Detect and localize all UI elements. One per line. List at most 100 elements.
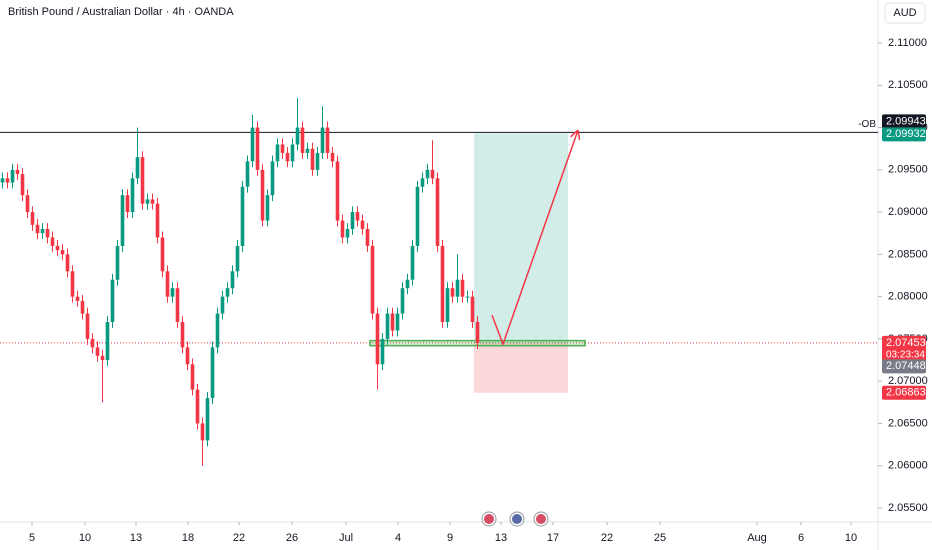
candle-body bbox=[220, 296, 225, 314]
candle-body bbox=[155, 203, 160, 238]
x-tick-label: 17 bbox=[547, 532, 559, 544]
candle-body bbox=[120, 195, 125, 246]
candle-body bbox=[265, 195, 270, 221]
candle-body bbox=[40, 229, 45, 234]
candle-body bbox=[375, 313, 380, 365]
y-tick-label: 2.05500 bbox=[888, 502, 928, 514]
x-tick-label: 18 bbox=[182, 532, 194, 544]
x-tick-label: 22 bbox=[233, 532, 245, 544]
candle-body bbox=[415, 186, 420, 246]
candle-body bbox=[445, 288, 450, 323]
candle-body bbox=[0, 178, 5, 183]
candle-body bbox=[340, 220, 345, 238]
x-tick-label: 13 bbox=[130, 532, 142, 544]
candle-body bbox=[405, 279, 410, 289]
x-tick-label: 4 bbox=[395, 532, 401, 544]
stop-tag-label: 2.06863 bbox=[886, 387, 926, 399]
y-tick-label: 2.09500 bbox=[888, 164, 928, 176]
candle-body bbox=[240, 186, 245, 246]
level-tag-label: 2.09943 bbox=[886, 115, 926, 127]
x-tick-label: 6 bbox=[798, 532, 804, 544]
bid-tag bbox=[882, 359, 926, 374]
candle-body bbox=[370, 245, 375, 314]
candle-body bbox=[355, 212, 360, 221]
candle-body bbox=[430, 169, 435, 179]
chart-title: British Pound / Australian Dollar · 4h ·… bbox=[8, 6, 234, 18]
candle-body bbox=[180, 322, 185, 348]
candle-body bbox=[130, 178, 135, 213]
target-tag-label: 2.09932 bbox=[886, 128, 926, 140]
candle-body bbox=[295, 127, 300, 145]
event-flag bbox=[536, 514, 546, 524]
candle-body bbox=[440, 245, 445, 323]
candle-body bbox=[75, 296, 80, 301]
level-tag bbox=[882, 114, 926, 129]
level-label: -OB bbox=[858, 119, 876, 130]
candle-body bbox=[20, 174, 25, 196]
candle-body bbox=[110, 279, 115, 323]
candle-body bbox=[455, 279, 460, 297]
candle-body bbox=[425, 169, 430, 179]
candle-body bbox=[85, 313, 90, 339]
x-tick-label: 10 bbox=[845, 532, 857, 544]
candle-body bbox=[475, 322, 480, 343]
candle-body bbox=[310, 148, 315, 170]
bid-tag-label: 2.07448 bbox=[886, 360, 926, 372]
y-tick-label: 2.10500 bbox=[888, 79, 928, 91]
x-tick-label: 5 bbox=[29, 532, 35, 544]
y-tick-label: 2.08500 bbox=[888, 248, 928, 260]
candle-body bbox=[55, 245, 60, 251]
candle-body bbox=[450, 288, 455, 297]
target-zone bbox=[474, 133, 568, 344]
candle-body bbox=[5, 178, 10, 183]
candle-body bbox=[470, 296, 475, 323]
candle-body bbox=[185, 347, 190, 365]
candle-body bbox=[25, 195, 30, 213]
countdown-label: 03:23:34 bbox=[886, 350, 925, 361]
candle-body bbox=[290, 144, 295, 162]
candle-body bbox=[350, 212, 355, 230]
candle-body bbox=[315, 152, 320, 170]
candle-body bbox=[280, 144, 285, 153]
event-flag bbox=[512, 514, 522, 524]
last-price-tag bbox=[882, 335, 926, 350]
candle-body bbox=[365, 229, 370, 246]
candle-body bbox=[325, 127, 330, 153]
candle-body bbox=[170, 288, 175, 297]
candle-body bbox=[335, 161, 340, 221]
arrow-head bbox=[570, 129, 579, 138]
candle-body bbox=[10, 169, 15, 183]
arrow-head bbox=[577, 129, 581, 141]
candle-body bbox=[165, 271, 170, 297]
candle-body bbox=[80, 300, 85, 314]
stop-zone bbox=[474, 343, 568, 393]
candle-body bbox=[15, 169, 20, 175]
candle-body bbox=[175, 288, 180, 323]
x-tick-label: 10 bbox=[79, 532, 91, 544]
candle-body bbox=[115, 245, 120, 280]
candle-body bbox=[100, 355, 105, 361]
candle-body bbox=[345, 229, 350, 238]
candle-body bbox=[435, 178, 440, 246]
candle-body bbox=[320, 127, 325, 153]
candle-body bbox=[70, 271, 75, 297]
candle-body bbox=[420, 178, 425, 187]
candle-body bbox=[285, 152, 290, 162]
x-tick-label: 26 bbox=[286, 532, 298, 544]
candle-body bbox=[135, 157, 140, 179]
target-tag bbox=[882, 127, 926, 142]
candle-body bbox=[90, 338, 95, 348]
candle-body bbox=[205, 398, 210, 441]
x-tick-label: Jul bbox=[339, 532, 353, 544]
candle-body bbox=[35, 224, 40, 234]
candle-body bbox=[195, 389, 200, 424]
x-tick-label: 9 bbox=[447, 532, 453, 544]
candle-body bbox=[160, 237, 165, 272]
currency-button[interactable] bbox=[884, 2, 926, 24]
candle-body bbox=[275, 144, 280, 162]
candle-body bbox=[305, 148, 310, 153]
event-flag bbox=[484, 514, 494, 524]
y-tick-label: 2.07000 bbox=[888, 375, 928, 387]
currency-label[interactable]: AUD bbox=[893, 7, 916, 19]
